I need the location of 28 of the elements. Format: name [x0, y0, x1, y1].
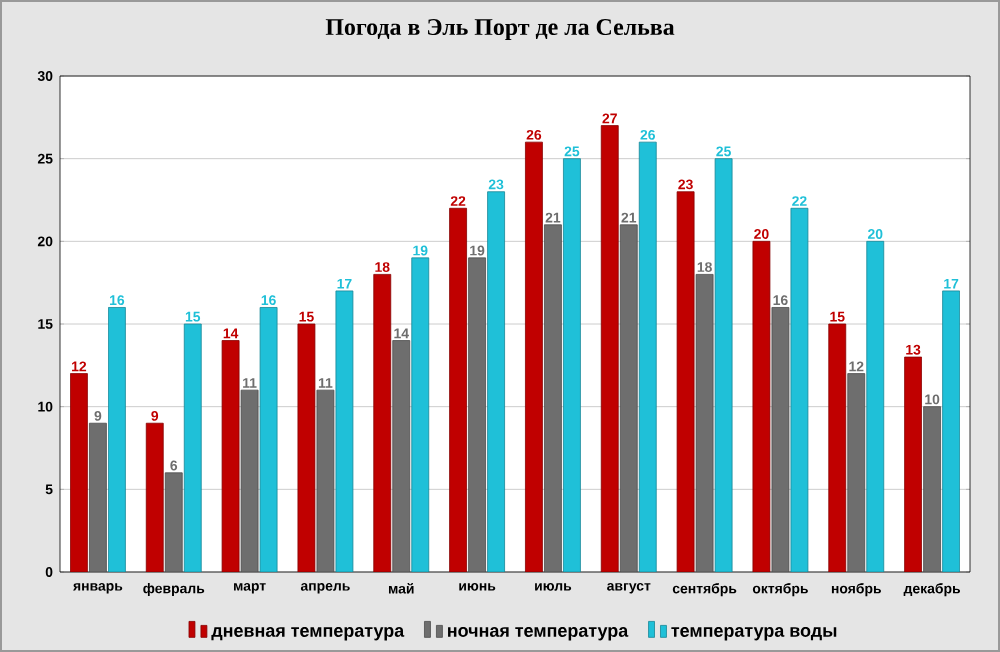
bar	[145, 422, 164, 572]
bar	[108, 307, 126, 572]
bar	[183, 323, 202, 572]
bar	[544, 224, 562, 572]
bar	[866, 240, 885, 572]
bar	[487, 191, 505, 572]
bar	[89, 422, 107, 572]
bar	[638, 141, 657, 572]
bar	[525, 141, 543, 572]
bar	[449, 207, 467, 572]
bar	[619, 224, 638, 572]
legend-label: ночная температура	[448, 627, 629, 641]
bar	[70, 373, 88, 572]
bar	[468, 257, 486, 572]
bar	[373, 274, 392, 572]
bar	[828, 323, 847, 572]
bar	[600, 125, 619, 572]
bar	[563, 158, 581, 572]
bar	[847, 373, 866, 572]
legend-label: температура воды	[671, 627, 837, 641]
bar	[923, 406, 941, 572]
legend-label: дневная температура	[211, 627, 405, 641]
bar	[904, 356, 922, 572]
bar	[942, 290, 960, 572]
bar	[164, 472, 183, 572]
chart-title: Погода в Эль Порт де ла Сельва	[325, 19, 675, 40]
bar	[392, 340, 411, 572]
bar	[411, 257, 430, 572]
